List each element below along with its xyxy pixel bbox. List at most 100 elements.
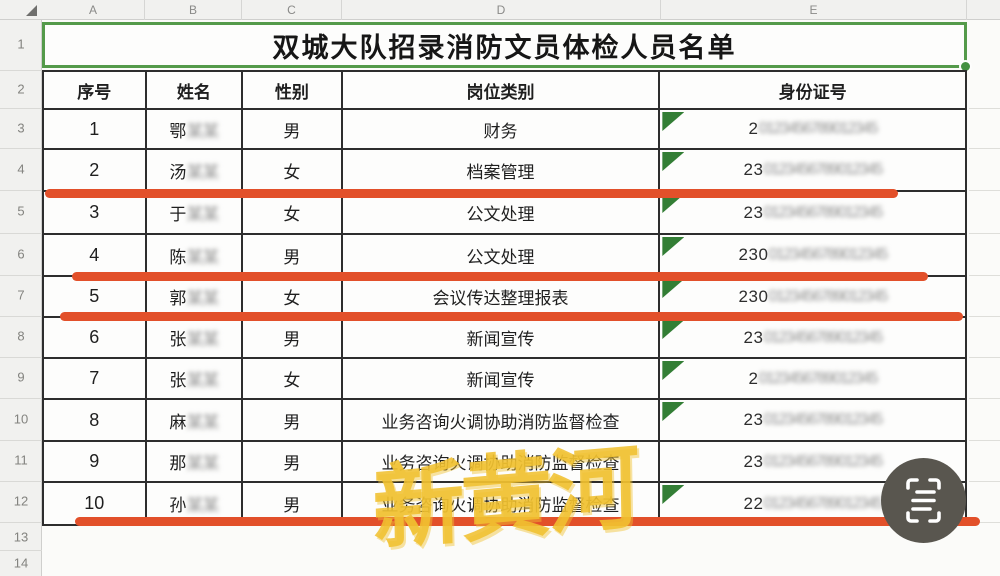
cell-A3[interactable]: 1: [44, 110, 147, 148]
cell-B11[interactable]: 那某某: [147, 442, 244, 481]
cell-D9[interactable]: 新闻宣传: [343, 359, 661, 398]
header-cell-A[interactable]: 序号: [44, 72, 147, 108]
row-header-5[interactable]: 5: [17, 203, 25, 219]
title-merged-cell[interactable]: 双城大队招录消防文员体检人员名单: [42, 22, 972, 73]
column-header-A[interactable]: A: [42, 0, 145, 20]
cell-B4[interactable]: 汤某某: [147, 150, 244, 190]
redacted-name: 某某: [186, 121, 219, 141]
gutter-gridline: [0, 522, 42, 523]
column-header-B[interactable]: B: [145, 0, 242, 20]
redacted-name: 某某: [186, 330, 219, 349]
redacted-name: 某某: [186, 289, 219, 308]
scan-button[interactable]: [881, 458, 966, 543]
select-all-icon[interactable]: [26, 5, 37, 16]
cell-C12[interactable]: 男: [243, 483, 343, 524]
row-header-7[interactable]: 7: [17, 287, 25, 303]
cell-B9[interactable]: 张某某: [147, 359, 244, 398]
row-header-1[interactable]: 1: [17, 36, 25, 52]
cell-B5[interactable]: 于某某: [147, 192, 244, 233]
row-header-3[interactable]: 3: [17, 120, 25, 136]
cell-B10[interactable]: 麻某某: [147, 400, 244, 440]
cell-C4[interactable]: 女: [243, 150, 343, 190]
redacted-id: 0123456789012345: [763, 203, 883, 221]
cell-A11[interactable]: 9: [44, 442, 147, 481]
column-header-C[interactable]: C: [242, 0, 342, 20]
cell-D8[interactable]: 新闻宣传: [343, 318, 661, 357]
cell-C10[interactable]: 男: [243, 400, 343, 440]
cell-A4[interactable]: 2: [44, 150, 147, 190]
cell-E10[interactable]: 23 0123456789012345: [660, 400, 965, 440]
cell-A10[interactable]: 8: [44, 400, 147, 440]
row-header-10[interactable]: 10: [13, 411, 29, 427]
row-header-6[interactable]: 6: [17, 246, 25, 262]
cell-A5[interactable]: 3: [44, 192, 147, 233]
cell-A9[interactable]: 7: [44, 359, 147, 398]
cell-A6[interactable]: 4: [44, 235, 147, 275]
cell-A12[interactable]: 10: [44, 483, 147, 524]
cell-E12[interactable]: 22 0123456789012345: [660, 483, 965, 524]
row-header-13[interactable]: 13: [13, 529, 29, 545]
ghost-gridline: [969, 233, 1000, 234]
cell-E11[interactable]: 23 0123456789012345: [660, 442, 965, 481]
cell-C9[interactable]: 女: [243, 359, 343, 398]
cell-C6[interactable]: 男: [243, 235, 343, 275]
gutter-gridline: [0, 398, 42, 399]
row-header-8[interactable]: 8: [17, 328, 25, 344]
cell-C7[interactable]: 女: [243, 277, 343, 316]
redacted-name: 某某: [186, 371, 219, 390]
cell-E4[interactable]: 23 0123456789012345: [660, 150, 965, 190]
row-header-9[interactable]: 9: [17, 369, 25, 385]
error-flag-triangle-icon: [662, 402, 685, 421]
header-cell-C[interactable]: 性别: [243, 72, 343, 108]
table-row: 1 鄂某某男财务 2 0123456789012345: [44, 110, 965, 150]
cell-E3[interactable]: 2 0123456789012345: [660, 110, 965, 148]
cell-D3[interactable]: 财务: [343, 110, 661, 148]
error-flag-triangle-icon: [662, 152, 685, 171]
row-header-12[interactable]: 12: [13, 493, 29, 509]
ghost-gridline: [969, 440, 1000, 441]
header-cell-D[interactable]: 岗位类别: [343, 72, 661, 108]
cell-C5[interactable]: 女: [243, 192, 343, 233]
row-header-14[interactable]: 14: [13, 555, 29, 571]
red-underline-row-6: [72, 272, 928, 281]
header-cell-B[interactable]: 姓名: [147, 72, 244, 108]
cell-D10[interactable]: 业务咨询火调协助消防监督检查: [343, 400, 661, 440]
cell-E7[interactable]: 230 0123456789012345: [660, 277, 965, 316]
cell-B6[interactable]: 陈某某: [147, 235, 244, 275]
id-prefix-text: 2: [748, 368, 759, 388]
cell-B7[interactable]: 郭某某: [147, 277, 244, 316]
row-header-2[interactable]: 2: [17, 81, 25, 97]
row-header-strip: 1 2 3 4 5 6 7 8 9 10 11 12 13 14: [0, 20, 42, 576]
cell-C3[interactable]: 男: [243, 110, 343, 148]
data-table: 序号 姓名 性别 岗位类别 身份证号 1 鄂某某男财务 2 0123456789012345 2 汤…: [42, 70, 967, 526]
column-header-E[interactable]: E: [661, 0, 967, 20]
cell-D6[interactable]: 公文处理: [343, 235, 661, 275]
cell-E9[interactable]: 2 0123456789012345: [660, 359, 965, 398]
cell-E5[interactable]: 23 0123456789012345: [660, 192, 965, 233]
cell-A7[interactable]: 5: [44, 277, 147, 316]
row-header-4[interactable]: 4: [17, 161, 25, 177]
cell-D5[interactable]: 公文处理: [343, 192, 661, 233]
cell-A8[interactable]: 6: [44, 318, 147, 357]
id-prefix-text: 230: [738, 245, 769, 264]
ghost-gridline: [969, 108, 1000, 109]
error-flag-triangle-icon: [662, 320, 685, 339]
cell-B12[interactable]: 孙某某: [147, 483, 244, 524]
row-header-11[interactable]: 11: [14, 452, 28, 468]
gutter-gridline: [0, 440, 42, 441]
gutter-gridline: [0, 108, 42, 109]
cell-D7[interactable]: 会议传达整理报表: [343, 277, 661, 316]
cell-D12[interactable]: 业务咨询火调协助消防监督检查: [343, 483, 661, 524]
header-cell-E[interactable]: 身份证号: [778, 82, 847, 102]
id-prefix-text: 23: [743, 327, 764, 347]
cell-E8[interactable]: 23 0123456789012345: [660, 318, 965, 357]
cell-D11[interactable]: 业务咨询火调协助消防监督检查: [343, 442, 661, 481]
cell-D4[interactable]: 档案管理: [343, 150, 661, 190]
cell-B8[interactable]: 张某某: [147, 318, 244, 357]
cell-E6[interactable]: 230 0123456789012345: [660, 235, 965, 275]
column-header-D[interactable]: D: [342, 0, 661, 20]
cell-C11[interactable]: 男: [243, 442, 343, 481]
cell-B3[interactable]: 鄂某某: [147, 110, 244, 148]
cell-C8[interactable]: 男: [243, 318, 343, 357]
error-flag-triangle-icon: [662, 361, 685, 380]
